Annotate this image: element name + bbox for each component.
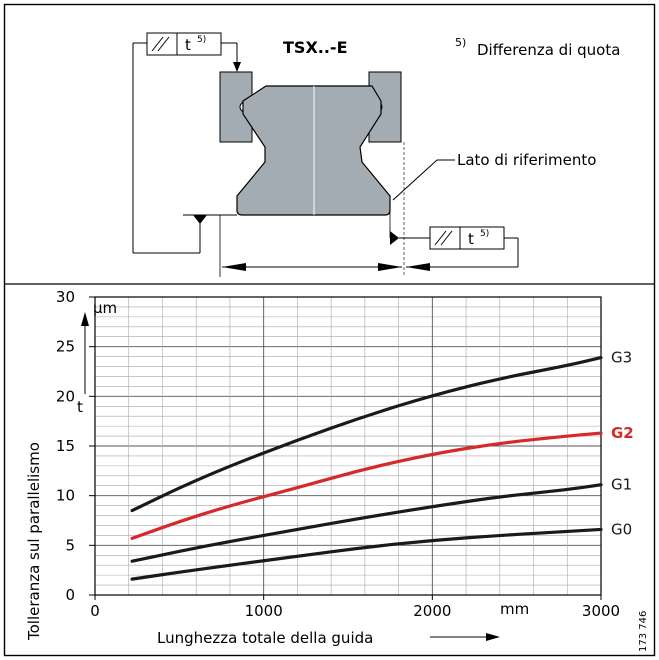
series-line-g3 — [130, 355, 603, 513]
chart-labels: 0 5 10 15 20 25 30 0 1000 2000 3000 G3 G2 G1 G0 — [56, 288, 634, 620]
parallel-icon-right — [434, 230, 447, 246]
chart-axes — [89, 296, 602, 600]
footnote-text: Differenza di quota — [477, 41, 620, 59]
y-unit-label: µm — [93, 299, 117, 317]
series-label-g3: G3 — [611, 349, 632, 367]
datum-triangle-icon — [193, 215, 207, 224]
tolerance-t-right: t — [468, 230, 474, 248]
y-arrow-icon — [81, 312, 89, 326]
parallelism-box-left — [146, 32, 178, 56]
reference-side-label: Lato di riferimento — [457, 151, 596, 169]
y-symbol-label: t — [77, 398, 83, 416]
x-tick-label: 1000 — [245, 602, 283, 620]
footnote-mark: 5) — [455, 36, 466, 49]
y-tick-label: 30 — [56, 288, 75, 306]
chart-grid — [95, 297, 601, 595]
parallel-icon — [151, 36, 164, 52]
series-line-g1 — [130, 483, 603, 563]
dimension-arrow-left-icon — [222, 263, 246, 271]
x-tick-label: 0 — [90, 602, 100, 620]
tolerance-t-left: t — [185, 36, 191, 54]
parallelism-box-right — [429, 226, 461, 250]
tolerance-sup-left: 5) — [197, 35, 206, 45]
y-axis-title: Tolleranza sul parallelismo — [25, 442, 43, 641]
y-tick-label: 0 — [65, 586, 75, 604]
x-axis-title: Lunghezza totale della guida — [157, 629, 373, 647]
arrow-down-icon — [233, 62, 241, 72]
series-label-g1: G1 — [611, 476, 632, 494]
y-tick-label: 25 — [56, 338, 75, 356]
figure-id: 173 746 — [638, 611, 649, 652]
x-arrow-icon — [486, 633, 500, 641]
y-tick-label: 20 — [56, 387, 75, 405]
tolerance-sup-right: 5) — [480, 229, 489, 239]
chart: 0 5 10 15 20 25 30 0 1000 2000 3000 G3 G2 G1 G0 — [56, 288, 634, 620]
x-tick-label: 2000 — [413, 602, 451, 620]
reference-triangle-icon — [390, 231, 399, 245]
y-tick-label: 10 — [56, 487, 75, 505]
series-line-g0 — [130, 527, 603, 581]
y-tick-label: 5 — [65, 536, 75, 554]
y-tick-label: 15 — [56, 437, 75, 455]
x-tick-label: 3000 — [582, 602, 620, 620]
diagram-title: TSX..-E — [283, 38, 348, 57]
x-unit-label: mm — [500, 600, 529, 618]
series-line-g2 — [130, 431, 603, 540]
outer-frame — [3, 3, 656, 657]
dimension-arrow-right-icon — [378, 263, 402, 271]
tolerance-box-left — [176, 32, 222, 56]
series-label-g2: G2 — [611, 424, 634, 442]
series-label-g0: G0 — [611, 520, 632, 538]
rail-diagram: TSX..-E 5) Differenza di quota t 5) — [132, 32, 620, 277]
chart-series — [130, 355, 603, 581]
